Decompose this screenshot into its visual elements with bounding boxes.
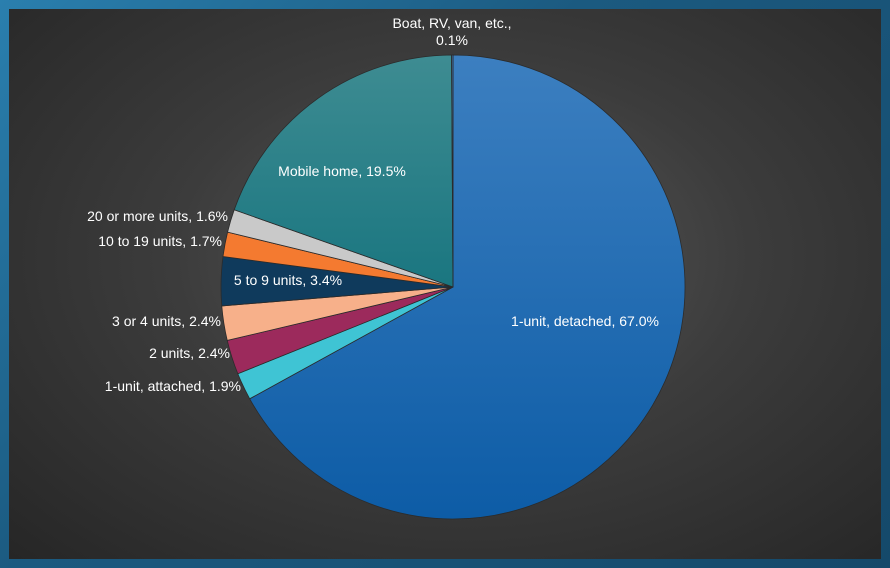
slice-label: 10 to 19 units, 1.7% bbox=[98, 233, 222, 249]
pie-slice-boat-rv-van-etc bbox=[451, 54, 454, 288]
slice-label: 1-unit, attached, 1.9% bbox=[105, 378, 241, 394]
slice-label: 1-unit, detached, 67.0% bbox=[511, 313, 659, 329]
slice-label: 20 or more units, 1.6% bbox=[87, 208, 228, 224]
pie-slice-1-unit-detached bbox=[249, 54, 686, 520]
slice-label: 3 or 4 units, 2.4% bbox=[112, 313, 221, 329]
slice-label: Mobile home, 19.5% bbox=[278, 163, 406, 179]
slice-label: 5 to 9 units, 3.4% bbox=[234, 272, 342, 288]
slice-label: 2 units, 2.4% bbox=[149, 345, 230, 361]
slice-label: Boat, RV, van, etc., 0.1% bbox=[392, 15, 511, 48]
pie-slice-mobile-home bbox=[233, 54, 454, 288]
